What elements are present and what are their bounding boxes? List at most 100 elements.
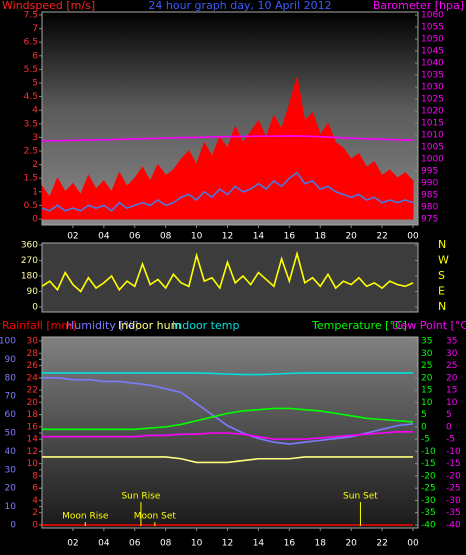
y-tick-label: -20 (421, 471, 436, 481)
y-tick-label: 60 (5, 410, 17, 420)
y-tick-label: -25 (421, 484, 436, 494)
y-tick-label: 1000 (421, 155, 444, 165)
y-tick-label: 25 (421, 361, 432, 371)
x-tick-label: 02 (67, 232, 78, 242)
x-tick-label: 12 (222, 232, 233, 242)
series-line (42, 456, 413, 464)
y-tick-label: N (438, 300, 446, 313)
x-tick-label: 04 (98, 539, 110, 549)
y-tick-label: 270 (21, 256, 38, 266)
y-tick-label: 26 (27, 361, 39, 371)
y-tick-label: 995 (421, 167, 438, 177)
x-tick-label: 10 (191, 232, 203, 242)
series-line (42, 430, 413, 440)
x-tick-label: 02 (67, 539, 78, 549)
legend-entry: Indoor temp (172, 319, 239, 332)
y-tick-label: 30 (27, 337, 39, 347)
y-tick-label: N (438, 238, 446, 251)
y-tick-label: 1040 (421, 59, 444, 69)
annotation: Sun Set (343, 492, 378, 502)
series-line (41, 250, 414, 293)
x-tick-label: 18 (315, 232, 327, 242)
y-tick-label: 7.5 (24, 11, 38, 21)
x-tick-label: 10 (191, 539, 203, 549)
x-tick-label: 16 (284, 232, 296, 242)
wind-axis-title: Windspeed [m/s] (2, 0, 95, 12)
y-tick-label: 3.5 (24, 119, 38, 129)
y-tick-label: 1005 (421, 143, 444, 153)
y-tick-label: -15 (446, 459, 461, 469)
series-line (42, 376, 414, 445)
x-tick-label: 04 (98, 232, 110, 242)
y-tick-label: 1025 (421, 95, 444, 105)
y-tick-label: 30 (446, 349, 458, 359)
y-tick-label: 5.5 (24, 65, 38, 75)
y-tick-label: 90 (5, 355, 17, 365)
y-tick-label: 80 (5, 373, 17, 383)
y-tick-label: -30 (446, 496, 461, 506)
x-tick-label: 06 (129, 232, 141, 242)
annotation: Moon Rise (62, 512, 109, 522)
y-tick-label: 5 (421, 410, 427, 420)
y-tick-label: 0.5 (24, 201, 38, 211)
y-tick-label: 1030 (421, 83, 444, 93)
y-tick-label: 4.5 (24, 92, 38, 102)
series-line (41, 171, 414, 212)
x-tick-label: 14 (253, 539, 265, 549)
y-tick-label: 20 (27, 398, 39, 408)
y-tick-label: 1015 (421, 119, 444, 129)
x-tick-label: 20 (345, 232, 357, 242)
x-tick-label: 22 (376, 539, 387, 549)
y-tick-label: 2.5 (24, 147, 38, 157)
y-tick-label: 5 (446, 410, 452, 420)
x-tick-label: 06 (129, 539, 141, 549)
barometer-axis-title: Barometer [hpa] (373, 0, 464, 12)
y-tick-label: -40 (421, 521, 436, 531)
y-tick-label: 70 (5, 392, 17, 402)
y-tick-label: 12 (27, 447, 38, 457)
y-tick-label: -10 (446, 447, 461, 457)
series-line (42, 372, 413, 376)
legend-entry: Temperature [°C] (311, 319, 407, 332)
legend-entry: Humidity [%] (66, 319, 138, 332)
y-tick-label: 28 (27, 349, 39, 359)
series-line (41, 135, 414, 142)
x-tick-label: 18 (315, 539, 327, 549)
y-tick-label: 16 (27, 422, 39, 432)
legend-entry: Rainfall [mm] (2, 319, 76, 332)
y-tick-label: 10 (5, 502, 17, 512)
y-tick-label: 1 (32, 187, 38, 197)
y-tick-label: 1045 (421, 47, 444, 57)
y-tick-label: 0 (421, 422, 427, 432)
y-tick-label: W (438, 254, 449, 267)
y-tick-label: 2 (32, 508, 38, 518)
y-tick-label: 6 (32, 484, 38, 494)
legend-entry: Indoor hum (118, 319, 181, 332)
y-tick-label: 0 (446, 422, 452, 432)
y-tick-label: 3 (32, 133, 38, 143)
y-tick-label: 0 (10, 521, 16, 531)
legend-entry: Dew Point [°C] (392, 319, 466, 332)
y-tick-label: 35 (421, 337, 432, 347)
y-tick-label: -5 (421, 435, 430, 445)
y-tick-label: 0 (32, 215, 38, 225)
y-tick-label: 1010 (421, 131, 444, 141)
y-tick-label: -10 (421, 447, 436, 457)
series-line (42, 407, 414, 431)
direction-panel (41, 242, 419, 313)
y-tick-label: S (438, 269, 445, 282)
y-tick-label: 40 (5, 447, 17, 457)
y-tick-label: 985 (421, 191, 438, 201)
y-tick-label: 20 (421, 373, 433, 383)
y-tick-label: 20 (446, 373, 458, 383)
y-tick-label: -15 (421, 459, 436, 469)
y-tick-label: 6.5 (24, 38, 38, 48)
y-tick-label: 10 (421, 398, 433, 408)
y-tick-label: 10 (27, 459, 39, 469)
x-tick-label: 00 (407, 232, 419, 242)
y-tick-label: 50 (5, 429, 17, 439)
y-tick-label: 8 (32, 471, 38, 481)
y-tick-label: 20 (5, 484, 17, 494)
y-tick-label: 360 (21, 241, 38, 251)
